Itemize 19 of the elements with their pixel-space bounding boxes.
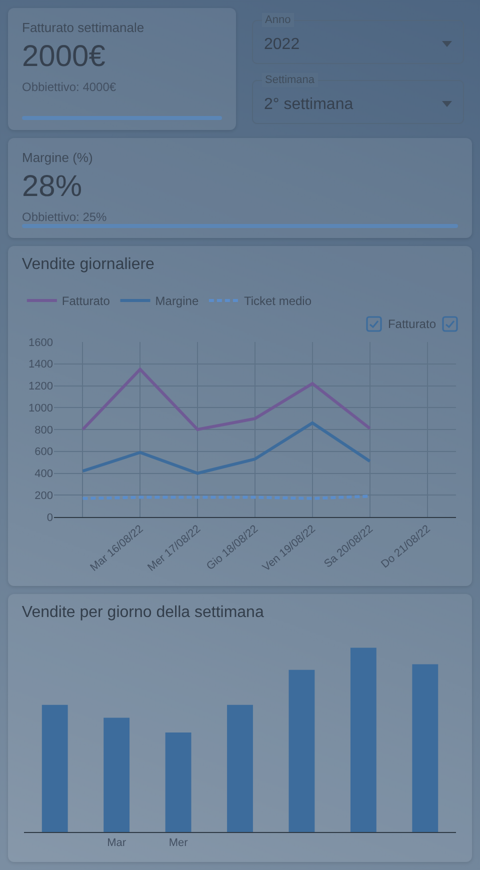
y-tick-label: 400 [34,468,53,480]
text: Fatturato [388,317,436,331]
chart-title: Vendite per giorno della settimana [22,604,264,622]
legend-label: Fatturato [62,294,110,308]
y-tick-label: 1400 [28,358,53,371]
y-tick-label: 800 [34,424,53,436]
y-tick-label: 1000 [28,402,53,414]
y-tick-label: 0 [46,512,53,524]
text: Margine (%) [22,150,93,165]
x-tick-label: Mar [107,837,126,850]
x-tick-label: Mer [168,837,188,850]
y-tick-label: 200 [34,490,53,502]
y-tick-label: 600 [34,446,53,458]
text: 2000€ [22,40,106,74]
legend-label: Margine [155,294,199,308]
y-tick-label: 1200 [28,380,53,393]
chart-title: Vendite giornaliere [22,256,155,274]
legend-label: Ticket medio [244,294,312,308]
text: 28% [22,170,82,204]
